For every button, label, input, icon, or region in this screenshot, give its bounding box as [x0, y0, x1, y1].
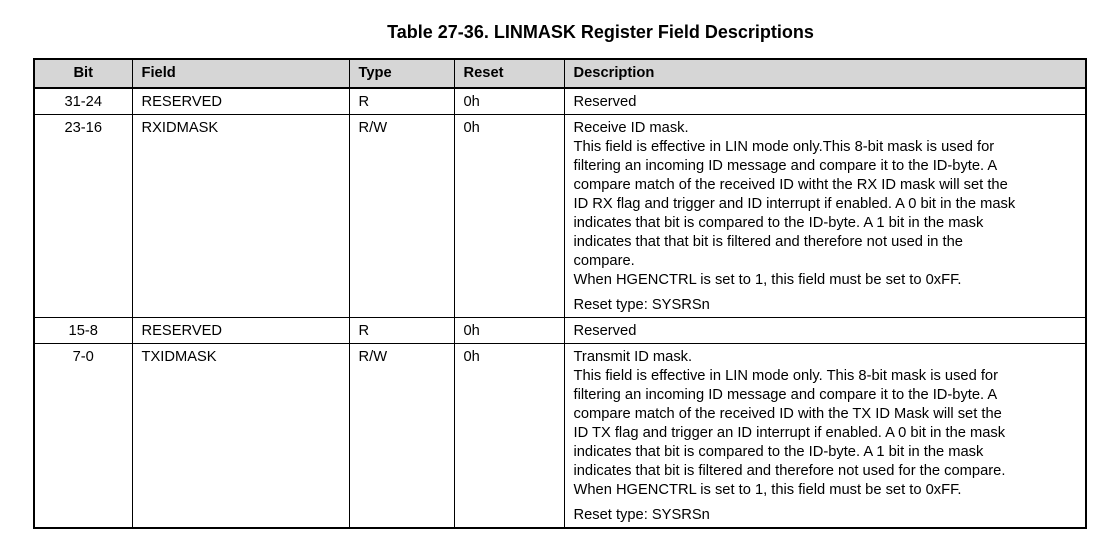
- column-header-field: Field: [131, 58, 350, 89]
- register-field-table: Bit Field Type Reset Description 31-24 R…: [33, 58, 1087, 529]
- field-cell: RESERVED: [131, 317, 350, 344]
- table-row-bits-31-24: 31-24 RESERVED R 0h Reserved: [33, 87, 1087, 115]
- reset-cell: 0h: [453, 87, 565, 115]
- type-cell: R/W: [348, 114, 455, 318]
- description-text: Reserved: [573, 94, 637, 110]
- bit-cell: 7-0: [33, 343, 133, 529]
- description-text: Reserved: [573, 323, 637, 339]
- table-row-bits-7-0: 7-0 TXIDMASK R/W 0h Transmit ID mask. Th…: [33, 343, 1087, 529]
- column-header-type: Type: [348, 58, 455, 89]
- field-cell: TXIDMASK: [131, 343, 350, 529]
- bit-cell: 23-16: [33, 114, 133, 318]
- header-row: Bit Field Type Reset Description: [33, 58, 1087, 89]
- type-cell: R/W: [348, 343, 455, 529]
- reset-cell: 0h: [453, 317, 565, 344]
- reset-cell: 0h: [453, 343, 565, 529]
- description-cell: Transmit ID mask. This field is effectiv…: [563, 343, 1087, 529]
- type-cell: R: [348, 87, 455, 115]
- description-text: Transmit ID mask. This field is effectiv…: [573, 349, 1006, 498]
- field-cell: RESERVED: [131, 87, 350, 115]
- reset-type-text: Reset type: SYSRSn: [573, 507, 710, 523]
- description-cell: Reserved: [563, 317, 1087, 344]
- type-cell: R: [348, 317, 455, 344]
- description-cell: Receive ID mask. This field is effective…: [563, 114, 1087, 318]
- field-cell: RXIDMASK: [131, 114, 350, 318]
- column-header-description: Description: [563, 58, 1087, 89]
- description-text: Receive ID mask. This field is effective…: [573, 120, 1016, 288]
- column-header-bit: Bit: [33, 58, 133, 89]
- bit-cell: 15-8: [33, 317, 133, 344]
- table-row-bits-15-8: 15-8 RESERVED R 0h Reserved: [33, 317, 1087, 344]
- table-row-bits-23-16: 23-16 RXIDMASK R/W 0h Receive ID mask. T…: [33, 114, 1087, 318]
- description-cell: Reserved: [563, 87, 1087, 115]
- table-title: Table 27-36. LINMASK Register Field Desc…: [387, 22, 814, 42]
- reset-type-text: Reset type: SYSRSn: [573, 297, 710, 313]
- reset-cell: 0h: [453, 114, 565, 318]
- bit-cell: 31-24: [33, 87, 133, 115]
- column-header-reset: Reset: [453, 58, 565, 89]
